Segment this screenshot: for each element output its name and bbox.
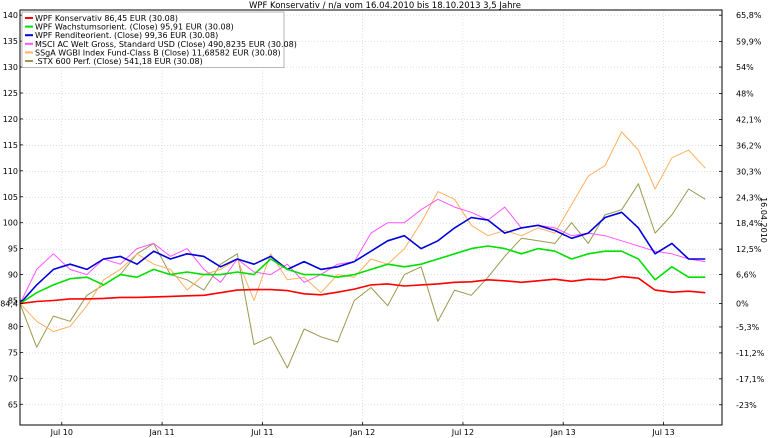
x-tick-label: Jul 11	[250, 428, 273, 437]
legend-box	[21, 11, 285, 68]
y-right-tick-label: 12,5%	[736, 245, 762, 254]
x-tick-label: Jan 11	[149, 428, 175, 437]
y-left-tick-label: 125	[3, 89, 18, 98]
y-left-tick-label: 135	[3, 37, 18, 46]
legend-entry-1: WPF Wachstumsorient. (Close) 95,91 EUR (…	[35, 23, 234, 32]
y-left-tick-label: 80	[8, 322, 18, 331]
y-left-tick-label: 70	[8, 374, 18, 383]
y-axis-left: 65 70 75 80 84,485 90 95 100 105 110 115 120 125 130 1…	[0, 11, 23, 409]
plot-frame	[19, 9, 723, 426]
right-axis-title: 16.04.2010	[759, 197, 768, 243]
x-tick-label: Jul 12	[451, 428, 474, 437]
series-line-2	[20, 211, 706, 305]
y-left-tick-label: 100	[3, 219, 18, 228]
legend-entry-3: MSCI AC Welt Gross, Standard USD (Close)…	[35, 40, 297, 49]
y-left-tick-label: 105	[3, 193, 18, 202]
y-right-tick-label: 36,2%	[736, 141, 762, 150]
y-right-tick-label: 18,4%	[736, 219, 762, 228]
x-tick-label: Jan 13	[550, 428, 576, 437]
y-right-tick-label: 54%	[736, 63, 754, 72]
y-right-tick-label: -11,2%	[736, 349, 765, 358]
y-axis-right: 65,8% 59,9% 54% 48% 42,1% 36,2% 30,3% 24,3% 18,4…	[719, 11, 765, 410]
legend-entry-0: WPF Konservativ 86,45 EUR (30.08)	[35, 14, 178, 23]
y-right-tick-label: 48%	[736, 90, 754, 99]
y-left-tick-label: 130	[3, 63, 18, 72]
y-right-tick-label: -5,3%	[736, 323, 760, 332]
y-left-tick-label: 84,4	[0, 300, 18, 309]
y-right-tick-label: 65,8%	[736, 11, 762, 20]
y-right-tick-label: 59,9%	[736, 37, 762, 46]
y-left-tick-label: 65	[8, 400, 18, 409]
grid	[20, 10, 722, 425]
y-left-tick-label: 110	[3, 167, 18, 176]
y-right-tick-label: 30,3%	[736, 167, 762, 176]
y-right-tick-label: 6,6%	[736, 271, 757, 280]
y-right-tick-label: -23%	[736, 401, 757, 410]
x-tick-label: Jul 10	[50, 428, 73, 437]
series-line-0	[20, 275, 706, 305]
y-left-tick-label: 120	[3, 115, 18, 124]
y-left-tick-label: 140	[3, 11, 18, 20]
y-right-tick-label: 42,1%	[736, 115, 762, 124]
y-left-tick-label: 75	[8, 348, 18, 357]
legend: WPF Konservativ 86,45 EUR (30.08)WPF Wac…	[21, 11, 297, 68]
series-line-4	[20, 131, 706, 333]
legend-entry-2: WPF Renditeorient. (Close) 99,36 EUR (30…	[35, 31, 218, 40]
x-tick-label: Jul 13	[651, 428, 674, 437]
y-left-tick-label: 90	[8, 271, 18, 280]
series-lines	[20, 131, 706, 369]
series-line-5	[20, 183, 706, 369]
y-right-tick-label: -17,1%	[736, 375, 765, 384]
series-line-1	[20, 245, 706, 305]
legend-entry-4: SSgA WGBI Index Fund-Class B (Close) 11,…	[35, 48, 281, 57]
legend-entry-5: .STX 600 Perf. (Close) 541,18 EUR (30.08…	[35, 57, 203, 66]
y-left-tick-label: 85	[8, 297, 18, 306]
series-line-3	[20, 198, 706, 304]
x-tick-label: Jan 12	[349, 428, 375, 437]
y-left-tick-label: 95	[8, 245, 18, 254]
y-right-tick-label: 24,3%	[736, 193, 762, 202]
y-left-tick-label: 115	[3, 141, 18, 150]
x-axis: Jul 10 Jan 11 Jul 11 Jan 12 Jul 12 Jan 13 Jul …	[50, 422, 675, 437]
y-right-tick-label: 0%	[736, 300, 749, 309]
chart-title: WPF Konservativ / n/a vom 16.04.2010 bis…	[249, 1, 521, 11]
